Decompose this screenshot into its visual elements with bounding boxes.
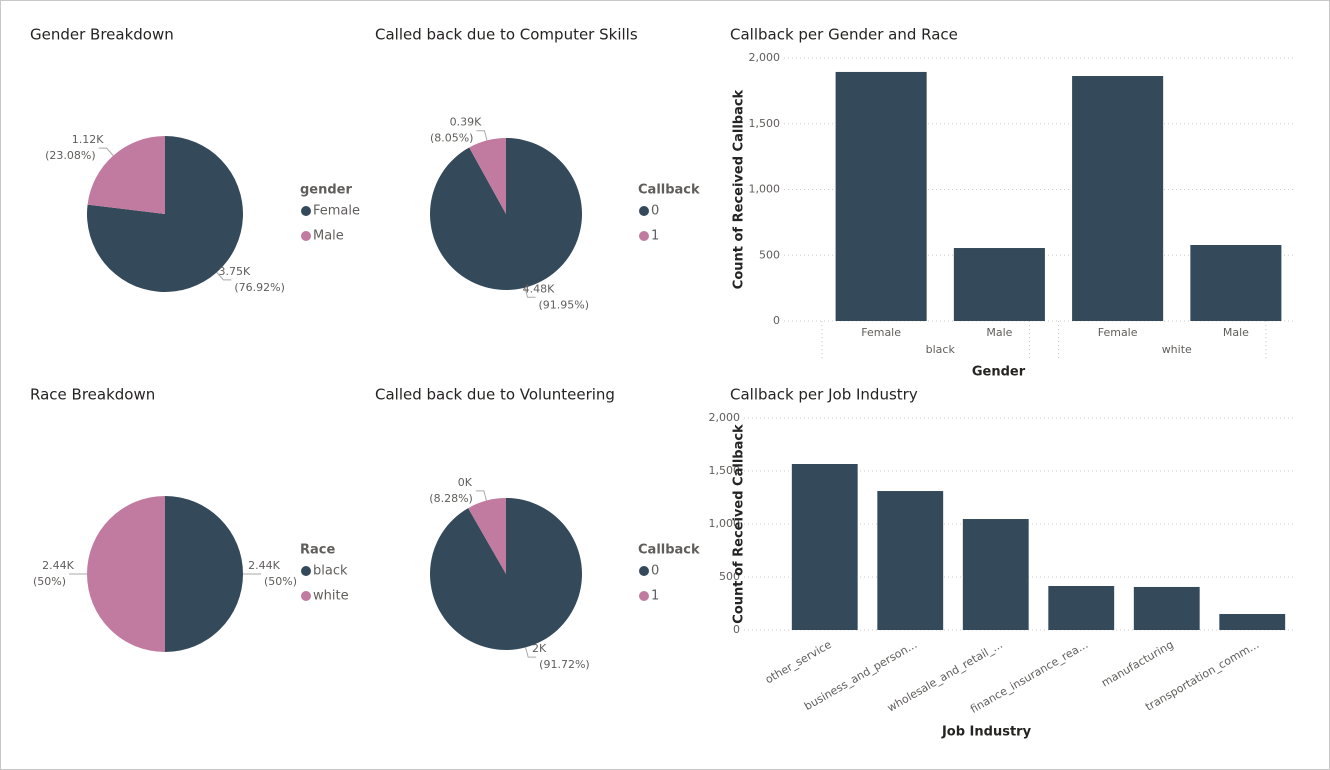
data-label: 1.12K (72, 133, 104, 146)
data-label: 2.44K (42, 559, 74, 572)
group-label: white (1162, 343, 1192, 356)
y-axis-title: Count of Received Callback (732, 89, 747, 289)
bar (1133, 586, 1200, 630)
bar (1072, 76, 1164, 321)
y-tick-label: 500 (719, 570, 740, 583)
legend-item: black (313, 564, 348, 579)
leader-line (98, 147, 114, 156)
group-label: black (926, 343, 956, 356)
legend-item: 1 (651, 229, 659, 244)
legend-title: Race (300, 543, 335, 558)
pie-slice (429, 498, 582, 650)
leader-line (476, 130, 488, 141)
leader-line (525, 647, 537, 658)
x-tick-label: Female (1098, 326, 1138, 339)
bar (1048, 586, 1115, 630)
y-tick-label: 1,000 (749, 183, 781, 196)
legend-item: Female (313, 204, 360, 219)
data-percent-label: (23.08%) (45, 149, 96, 162)
legend-title: Callback (638, 543, 700, 558)
y-axis-title: Count of Received Callback (732, 424, 747, 624)
data-label: 0K (458, 476, 473, 489)
chart-title: Gender Breakdown (30, 26, 174, 44)
data-label: 2K (532, 642, 547, 655)
data-label: 3.75K (219, 265, 251, 278)
pie-slice (87, 136, 165, 214)
legend-marker (301, 591, 311, 601)
data-percent-label: (8.05%) (430, 132, 474, 145)
y-tick-label: 500 (759, 248, 780, 261)
y-tick-label: 1,000 (709, 517, 741, 530)
data-percent-label: (91.95%) (539, 298, 590, 311)
legend-marker (639, 566, 649, 576)
pie-slice (468, 498, 506, 574)
pie-slice (165, 496, 243, 652)
data-label: 4.48K (523, 282, 555, 295)
x-axis-title: Gender (972, 365, 1026, 380)
x-tick-label: Female (861, 326, 901, 339)
legend-item: 0 (651, 564, 659, 579)
legend-marker (639, 591, 649, 601)
legend-marker (301, 566, 311, 576)
chart-title: Called back due to Volunteering (375, 386, 615, 404)
leader-line (524, 287, 536, 298)
chart-title: Race Breakdown (30, 386, 155, 404)
y-tick-label: 1,500 (749, 117, 781, 130)
y-tick-label: 2,000 (749, 51, 781, 64)
data-percent-label: (8.28%) (429, 492, 473, 505)
legend-item: 1 (651, 589, 659, 604)
data-percent-label: (91.72%) (539, 658, 590, 671)
legend-marker (639, 231, 649, 241)
data-percent-label: (50%) (264, 575, 297, 588)
legend-item: Male (313, 229, 344, 244)
chart-title: Callback per Job Industry (730, 386, 918, 404)
legend-marker (301, 206, 311, 216)
x-axis-title: Job Industry (941, 725, 1032, 740)
bar (1219, 613, 1286, 630)
pie-slice (469, 138, 506, 214)
x-tick-label: Male (1223, 326, 1249, 339)
legend-marker (301, 231, 311, 241)
chart-title: Called back due to Computer Skills (375, 26, 638, 44)
bar (877, 491, 944, 630)
legend-marker (639, 206, 649, 216)
legend-title: Callback (638, 183, 700, 198)
leader-line (216, 272, 232, 281)
chart-title: Callback per Gender and Race (730, 26, 958, 44)
data-percent-label: (76.92%) (234, 281, 285, 294)
pie-slice (87, 496, 165, 652)
legend-title: gender (300, 183, 353, 198)
bar (1190, 244, 1282, 321)
y-tick-label: 0 (773, 314, 780, 327)
y-tick-label: 0 (733, 623, 740, 636)
bar (791, 464, 858, 630)
pie-slice (87, 136, 244, 292)
data-label: 2.44K (248, 559, 280, 572)
bar (953, 248, 1045, 321)
bar (962, 519, 1029, 630)
bar (835, 71, 927, 322)
data-label: 0.39K (450, 116, 482, 129)
data-percent-label: (50%) (33, 575, 66, 588)
legend-item: 0 (651, 204, 659, 219)
y-tick-label: 1,500 (709, 464, 741, 477)
y-tick-label: 2,000 (709, 411, 741, 424)
leader-line (475, 490, 487, 501)
x-tick-label: Male (986, 326, 1012, 339)
legend-item: white (313, 589, 349, 604)
